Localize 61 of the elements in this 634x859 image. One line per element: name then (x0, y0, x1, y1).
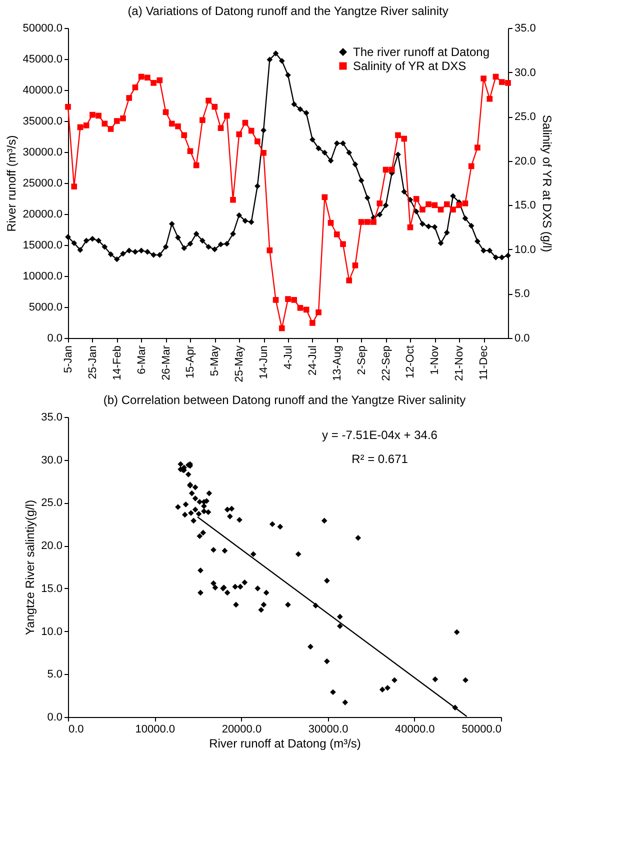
y-tick-label: 15000.0 (22, 240, 62, 252)
x-tick-label: 24-Jul (306, 346, 319, 376)
x-tick-label: 0.0 (68, 724, 84, 736)
legend-label: The river runoff at Datong (353, 45, 490, 59)
x-tick-label: 5-Jan (62, 346, 74, 374)
y-tick-label: 5000.0 (28, 302, 62, 314)
y-tick-label: 0.0 (47, 712, 62, 724)
y-tick-label: 10.0 (41, 626, 62, 638)
x-tick-label: 25-Jan (86, 346, 99, 380)
x-tick-label: 10000.0 (135, 724, 175, 736)
x-tick-label: 5-May (209, 345, 222, 376)
y-axis-title: Yangtze River salintiy(g/l) (23, 500, 38, 636)
annotation: R² = 0.671 (352, 452, 408, 466)
x-tick-label: 15-Apr (184, 345, 197, 379)
x-tick-label: 40000.0 (395, 724, 435, 736)
y-tick-label: 40000.0 (22, 84, 62, 96)
y-tick-label: 45000.0 (22, 54, 62, 66)
y2-tick-label: 5.0 (514, 288, 530, 300)
y2-tick-label: 35.0 (514, 22, 536, 34)
y2-tick-label: 30.0 (514, 66, 536, 79)
y-tick-label: 35000.0 (22, 116, 62, 128)
y-tick-label: 20000.0 (22, 208, 62, 220)
y-tick-label: 35.0 (41, 412, 62, 424)
x-tick-label: 13-Aug (331, 346, 344, 381)
y2-axis-title: Salinity of YR at DXS (g/l) (540, 114, 554, 252)
y-tick-label: 0.0 (47, 332, 62, 344)
y-tick-label: 5.0 (47, 668, 62, 681)
y-tick-label: 30000.0 (22, 146, 62, 158)
chart-title: (b) Correlation between Datong runoff and the Yangtze River salinity (103, 393, 466, 407)
y2-tick-label: 25.0 (514, 111, 536, 124)
x-tick-label: 26-Mar (160, 345, 172, 380)
y2-tick-label: 10.0 (514, 244, 536, 256)
y-tick-label: 25000.0 (22, 178, 62, 190)
x-tick-label: 1-Nov (429, 345, 442, 375)
annotation: y = -7.51E-04x + 34.6 (322, 428, 438, 442)
y-tick-label: 20.0 (41, 540, 62, 552)
y-tick-label: 10000.0 (22, 270, 62, 282)
x-axis-title: River runoff at Datong (m³/s) (209, 736, 361, 750)
y2-tick-label: 0.0 (514, 332, 530, 344)
x-tick-label: 30000.0 (308, 724, 348, 736)
legend-label: Salinity of YR at DXS (353, 59, 466, 73)
y2-tick-label: 20.0 (514, 155, 536, 168)
x-tick-label: 2-Sep (356, 346, 368, 375)
x-tick-label: 25-May (234, 345, 246, 382)
x-tick-label: 14-Jun (258, 346, 270, 380)
y-tick-label: 25.0 (41, 497, 62, 510)
y-axis-title: River runoff (m³/s) (4, 135, 19, 232)
x-tick-label: 12-Oct (404, 346, 417, 379)
x-tick-label: 22-Sep (380, 346, 392, 381)
x-tick-label: 11-Dec (478, 345, 490, 380)
x-tick-label: 20000.0 (222, 724, 262, 736)
x-tick-label: 14-Feb (111, 346, 124, 380)
y2-tick-label: 15.0 (514, 200, 536, 212)
y-tick-label: 50000.0 (22, 22, 62, 34)
x-tick-label: 6-Mar (136, 345, 148, 374)
x-tick-label: 4-Jul (282, 346, 294, 370)
chart-title: (a) Variations of Datong runoff and the Yangtze River salinity (128, 4, 448, 18)
y-tick-label: 15.0 (41, 582, 62, 595)
x-tick-label: 21-Nov (454, 345, 466, 381)
x-tick-label: 50000.0 (462, 724, 502, 736)
y-tick-label: 30.0 (41, 454, 62, 466)
